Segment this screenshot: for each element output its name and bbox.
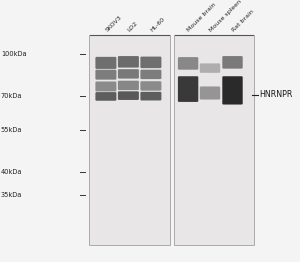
Text: Mouse spleen: Mouse spleen (208, 0, 242, 33)
FancyBboxPatch shape (140, 70, 161, 79)
Text: 100kDa: 100kDa (1, 51, 26, 57)
Text: 70kDa: 70kDa (1, 93, 22, 99)
FancyBboxPatch shape (118, 69, 139, 79)
FancyBboxPatch shape (200, 63, 220, 73)
FancyBboxPatch shape (140, 57, 161, 68)
FancyBboxPatch shape (222, 76, 243, 105)
FancyBboxPatch shape (200, 86, 220, 100)
Text: LO2: LO2 (127, 20, 139, 33)
FancyBboxPatch shape (95, 92, 116, 101)
FancyBboxPatch shape (178, 57, 198, 70)
Text: 40kDa: 40kDa (1, 169, 22, 174)
FancyBboxPatch shape (140, 81, 161, 91)
Text: Mouse brain: Mouse brain (187, 2, 218, 33)
Text: HNRNPR: HNRNPR (260, 90, 293, 99)
Text: Rat brain: Rat brain (231, 9, 255, 33)
FancyBboxPatch shape (95, 57, 116, 69)
Text: SKOV3: SKOV3 (104, 15, 123, 33)
FancyBboxPatch shape (178, 76, 198, 102)
Text: HL-60: HL-60 (149, 17, 166, 33)
FancyBboxPatch shape (222, 56, 243, 69)
FancyBboxPatch shape (118, 91, 139, 100)
Text: 55kDa: 55kDa (1, 127, 22, 133)
FancyBboxPatch shape (118, 81, 139, 90)
FancyBboxPatch shape (95, 81, 116, 91)
FancyBboxPatch shape (140, 92, 161, 100)
FancyBboxPatch shape (118, 56, 139, 68)
Bar (174, 35, 254, 245)
Text: 35kDa: 35kDa (1, 192, 22, 198)
FancyBboxPatch shape (95, 70, 116, 80)
Bar (88, 35, 170, 245)
